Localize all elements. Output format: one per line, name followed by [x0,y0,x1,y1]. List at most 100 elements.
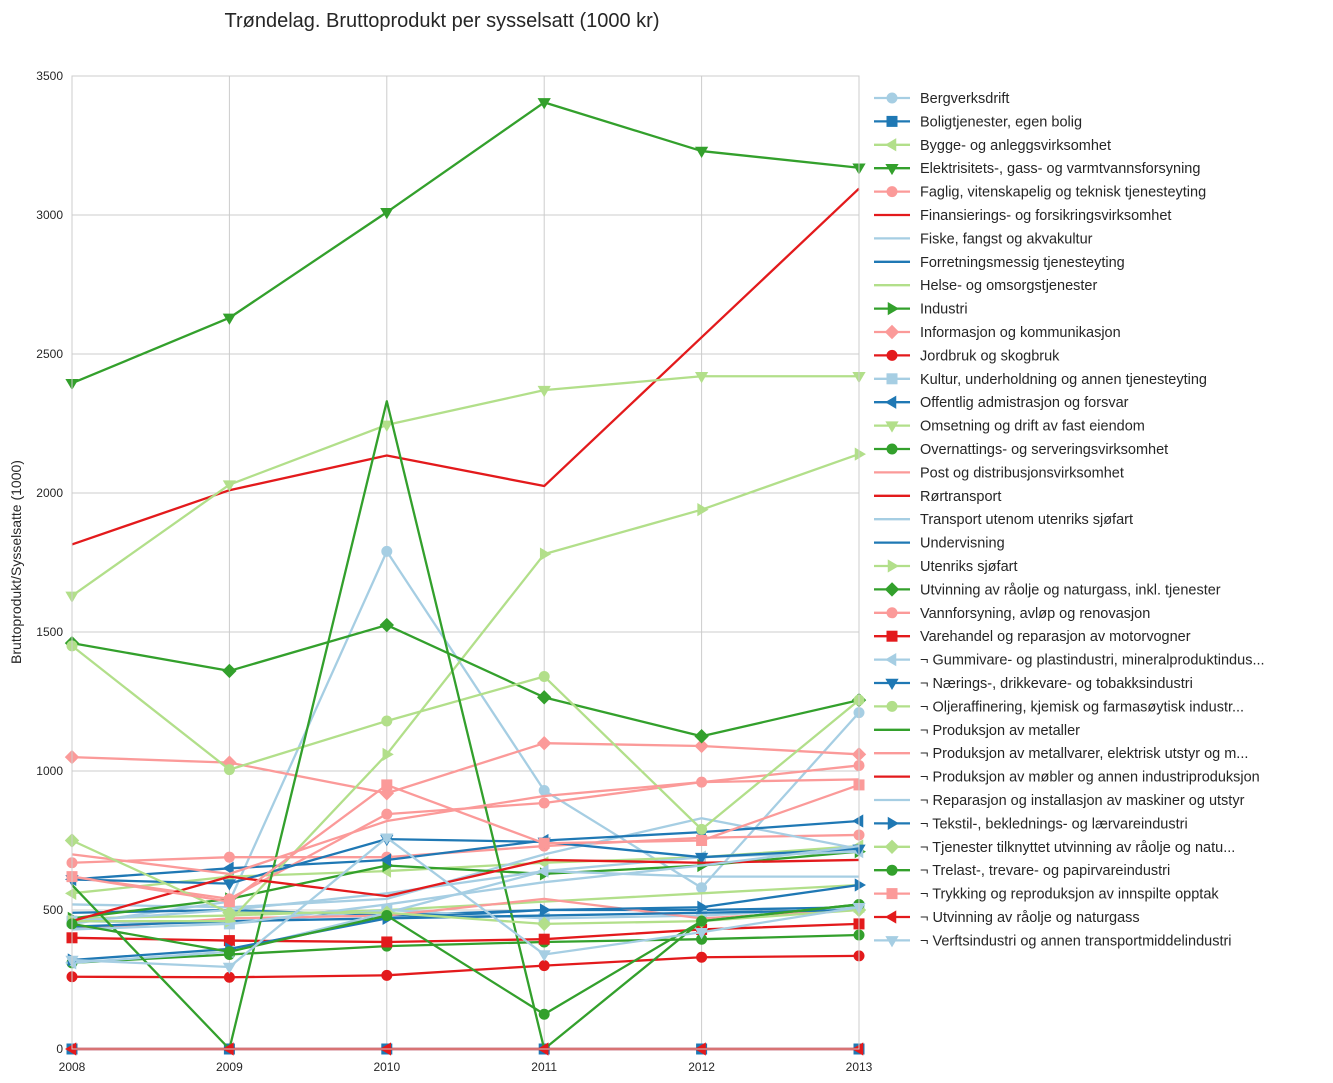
data-point [222,480,237,492]
series-line [71,906,860,917]
legend-marker [886,92,898,104]
legend-marker [885,395,897,409]
data-point [539,547,552,561]
series-path [71,933,860,964]
legend-entry: Helse- og omsorgstjenester [874,278,1097,294]
legend-marker [886,349,898,361]
grid [72,76,859,1049]
series-layer [64,98,867,1056]
x-tick-label: 2010 [373,1060,400,1074]
legend-label: Industri [920,302,968,318]
legend-marker [886,700,898,712]
legend-label: Jordbruk og skogbruk [920,348,1060,364]
legend-label: ¬ Trelast-, trevare- og papirvareindustr… [920,863,1170,879]
data-point [537,950,551,962]
legend-marker [886,630,898,642]
legend-marker [885,936,899,948]
legend-entry: Fiske, fangst og akvakultur [874,231,1093,247]
series-path [71,742,860,795]
data-point [539,903,552,917]
legend-entry: ¬ Tekstil-, beklednings- og lærvareindus… [874,816,1188,832]
legend-label: ¬ Gummivare- og plastindustri, mineralpr… [920,653,1265,669]
legend-entry: Bygge- og anleggsvirksomhet [874,138,1111,154]
chart-title: Trøndelag. Bruttoprodukt per sysselsatt … [225,10,660,32]
legend-entry: ¬ Trykking og reproduksjon av innspilte … [874,887,1219,903]
legend-marker [884,839,900,855]
legend-entry: ¬ Utvinning av råolje og naturgass [874,910,1140,926]
legend-label: Offentlig admistrasjon og forsvar [920,395,1129,411]
legend-label: Rørtransport [920,489,1001,505]
data-point [538,784,550,796]
data-point [222,879,237,891]
legend-marker [885,163,899,176]
legend-entry: ¬ Nærings-, drikkevare- og tobakksindust… [874,676,1193,692]
legend-label: Helse- og omsorgstjenester [920,278,1097,294]
data-point [694,852,709,865]
x-axis: 2008 2009 2010 2011 2012 2013 [59,1060,873,1074]
series-line [65,371,866,603]
legend-entry: Rørtransport [874,489,1001,505]
legend-label: ¬ Trykking og reproduksjon av innspilte … [920,887,1219,903]
series-path [71,550,860,926]
data-point [379,853,392,867]
data-point [381,715,393,727]
plot-frame [71,75,860,1050]
legend-marker [886,115,898,127]
data-point [379,617,395,633]
data-point [381,545,393,557]
data-point [223,946,235,958]
data-point [538,1008,550,1020]
legend-label: Kultur, underholdning og annen tjenestey… [920,372,1207,388]
data-point [697,503,709,517]
legend-marker [886,373,898,385]
legend-label: ¬ Produksjon av møbler og annen industri… [920,770,1260,786]
legend-label: Omsetning og drift av fast eiendom [920,419,1145,435]
legend-marker [887,816,899,831]
data-point [536,690,552,705]
series-path [71,906,860,917]
legend-label: ¬ Produksjon av metaller [920,723,1080,739]
series-path [71,101,860,385]
legend-entry: Faglig, vitenskapelig og teknisk tjenest… [874,185,1206,201]
series-line [66,929,865,969]
legend-entry: Vannforsyning, avløp og renovasjon [874,606,1150,622]
legend-entry: ¬ Produksjon av metaller [874,723,1080,739]
legend-marker [887,559,899,573]
x-tick-label: 2012 [688,1060,715,1074]
series-path [71,375,859,597]
legend-entry: Omsetning og drift av fast eiendom [874,419,1145,435]
legend-marker [887,301,899,316]
data-point [696,915,708,927]
legend-label: ¬ Reparasjon og installasjon av maskiner… [920,793,1245,809]
legend-entry: Informasjon og kommunikasjon [874,324,1121,341]
y-tick-label: 3000 [36,208,63,222]
legend-entry: Utenriks sjøfart [874,559,1018,575]
legend-marker [886,888,898,900]
series-path [71,869,859,923]
data-point [694,371,709,384]
series-path [71,833,860,864]
data-point [538,797,550,809]
legend-label: ¬ Tekstil-, beklednings- og lærvareindus… [920,816,1188,832]
data-point [538,933,550,945]
legend-entry: ¬ Produksjon av metallvarer, elektrisk u… [874,746,1248,762]
legend-label: Informasjon og kommunikasjon [920,325,1121,341]
series-line [71,883,860,920]
data-point [694,146,709,159]
legend-label: ¬ Verftsindustri og annen transportmidde… [920,933,1232,949]
series-path [71,883,860,962]
x-tick-label: 2011 [531,1060,557,1074]
legend-entry: Jordbruk og skogbruk [874,348,1060,364]
data-point [696,835,708,846]
series-path [71,903,860,1016]
data-point [381,779,393,791]
data-point [537,98,551,110]
legend-marker [886,607,898,619]
data-point [696,882,708,894]
legend-entry: ¬ Produksjon av møbler og annen industri… [874,770,1260,786]
series-path [71,187,860,546]
data-point [537,864,549,878]
legend-label: Post og distribusjonsvirksomhet [920,465,1124,481]
legend-marker [886,443,898,455]
series-line [71,869,859,923]
